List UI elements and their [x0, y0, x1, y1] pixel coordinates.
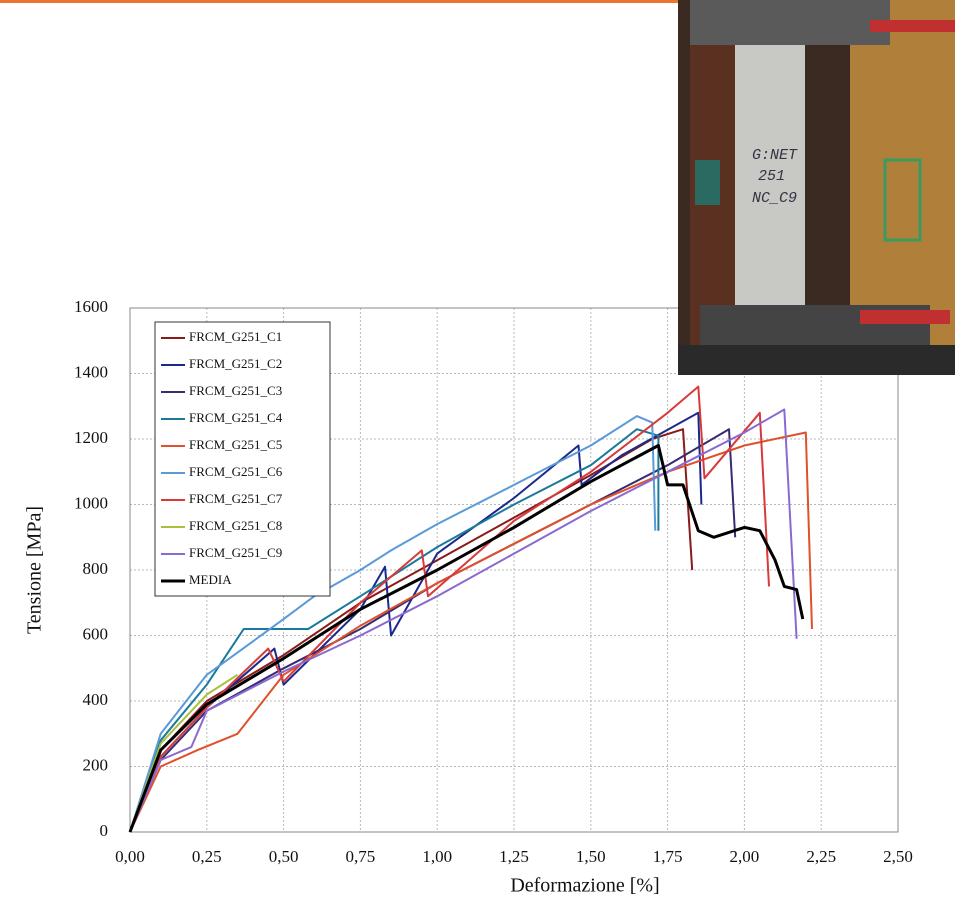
legend-box — [154, 321, 331, 597]
series-line — [129, 415, 657, 833]
legend-label: FRCM_G251_C8 — [189, 518, 282, 533]
y-tick-label: 200 — [83, 755, 109, 774]
legend-label: FRCM_G251_C5 — [189, 437, 282, 452]
y-tick-label: 1200 — [74, 428, 108, 447]
legend-label: FRCM_G251_C2 — [189, 356, 282, 371]
photo-label: 251 — [758, 168, 785, 185]
photo-label: NC_C9 — [752, 190, 797, 207]
legend-label: MEDIA — [189, 572, 232, 587]
series-line — [129, 431, 813, 833]
series-line — [129, 428, 694, 833]
legend-label: FRCM_G251_C9 — [189, 545, 282, 560]
legend-label: FRCM_G251_C6 — [189, 464, 283, 479]
legend-label: FRCM_G251_C4 — [189, 410, 283, 425]
legend-label: FRCM_G251_C7 — [189, 491, 283, 506]
y-axis-title: Tensione [MPa] — [24, 506, 46, 634]
x-tick-label: 2,00 — [730, 847, 760, 866]
y-tick-label: 1400 — [74, 362, 108, 381]
series-line — [129, 673, 239, 833]
legend-label: FRCM_G251_C3 — [189, 383, 282, 398]
series-line — [129, 411, 703, 833]
x-tick-label: 1,25 — [499, 847, 529, 866]
x-axis-title: Deformazione [%] — [510, 875, 659, 897]
y-tick-label: 800 — [83, 559, 109, 578]
photo — [678, 0, 955, 375]
x-tick-label: 0,50 — [269, 847, 299, 866]
x-tick-label: 2,25 — [806, 847, 836, 866]
legend-label: FRCM_G251_C1 — [189, 329, 282, 344]
y-tick-label: 1600 — [74, 297, 108, 316]
series-line — [129, 385, 770, 833]
x-tick-label: 2,50 — [883, 847, 913, 866]
photo-label: G:NET — [752, 147, 798, 164]
x-tick-label: 1,00 — [422, 847, 452, 866]
top-rule — [0, 0, 955, 3]
x-tick-label: 0,75 — [346, 847, 376, 866]
plot-frame — [129, 307, 899, 833]
x-tick-label: 0,25 — [192, 847, 222, 866]
x-tick-label: 1,50 — [576, 847, 606, 866]
series-line — [129, 428, 660, 833]
x-tick-label: 1,75 — [653, 847, 683, 866]
series-line — [129, 408, 798, 833]
x-tick-label: 0,00 — [115, 847, 145, 866]
series-line — [128, 444, 805, 833]
y-tick-label: 0 — [100, 821, 109, 840]
y-tick-label: 600 — [83, 624, 109, 643]
y-tick-label: 400 — [83, 690, 109, 709]
y-tick-label: 1000 — [74, 493, 108, 512]
